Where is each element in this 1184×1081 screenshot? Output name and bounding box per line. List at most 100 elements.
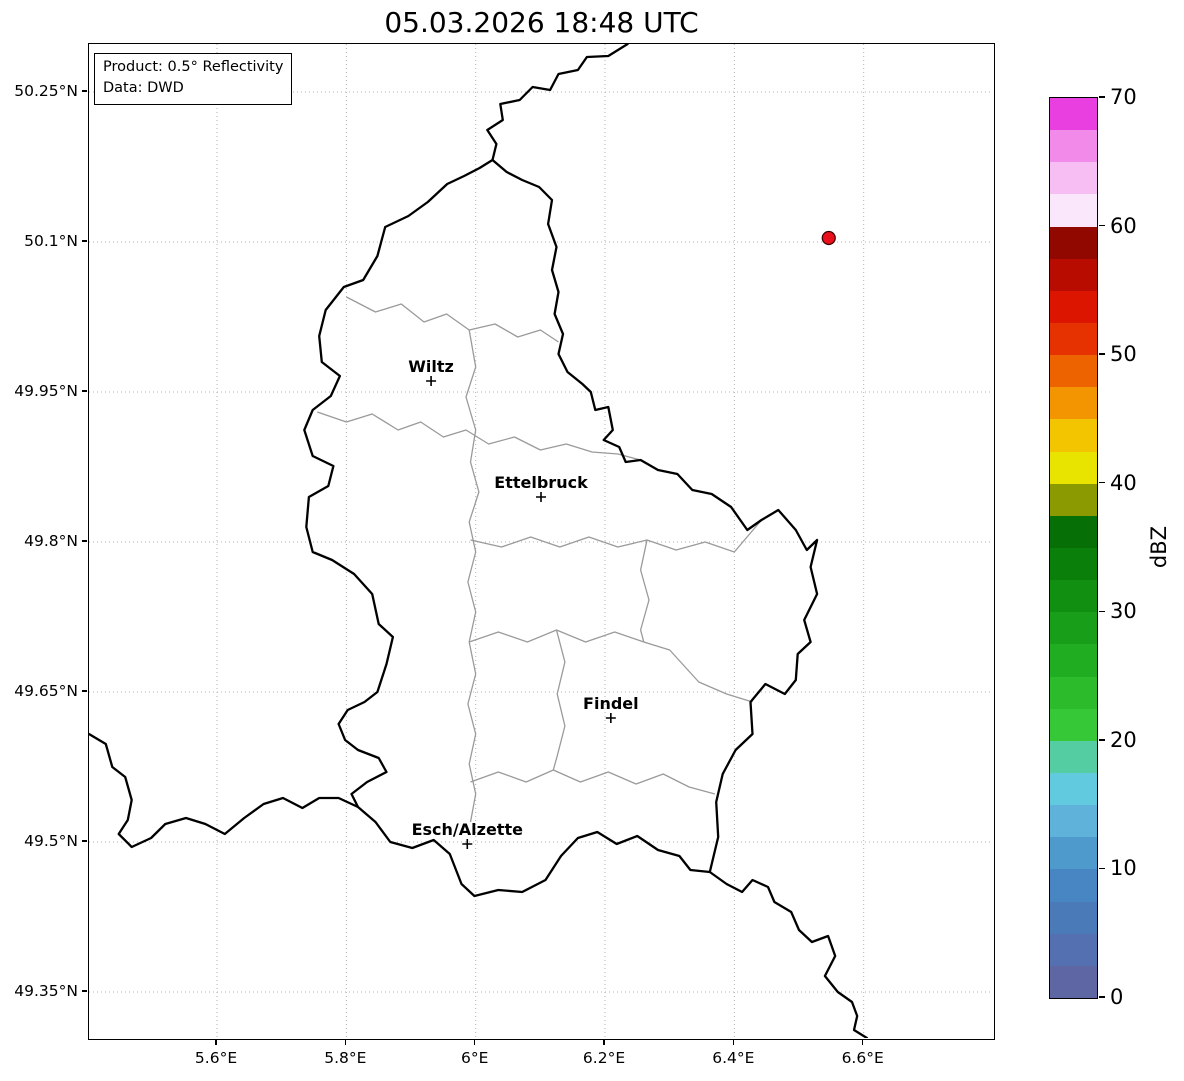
colorbar-band xyxy=(1050,676,1097,709)
colorbar-band xyxy=(1050,355,1097,388)
colorbar-band xyxy=(1050,965,1097,998)
figure-title: 05.03.2026 18:48 UTC xyxy=(384,6,699,39)
colorbar-band xyxy=(1050,162,1097,195)
x-tick-mark xyxy=(215,1040,217,1045)
colorbar-tick-mark xyxy=(1099,739,1105,741)
colorbar-band xyxy=(1050,805,1097,838)
colorbar-tick-label: 0 xyxy=(1110,985,1124,1009)
map-panel: Wiltz Ettelbruck Findel Esch/Alzette Produc… xyxy=(88,43,995,1040)
colorbar-tick-mark xyxy=(1099,96,1105,98)
district-border-line xyxy=(639,539,650,643)
colorbar-band xyxy=(1050,644,1097,677)
city-marker xyxy=(536,492,546,502)
x-tick-mark xyxy=(732,1040,735,1045)
colorbar-band xyxy=(1050,547,1097,581)
city-marker xyxy=(462,839,473,849)
district-border-line xyxy=(317,411,641,461)
colorbar-band xyxy=(1050,901,1097,934)
colorbar-band xyxy=(1050,98,1097,131)
colorbar-tick-mark xyxy=(1099,353,1105,355)
colorbar-band xyxy=(1050,258,1097,291)
y-tick-label: 50.25°N xyxy=(14,82,78,100)
colorbar-tick-mark xyxy=(1099,610,1105,613)
district-border-line xyxy=(470,519,762,553)
y-tick-mark xyxy=(82,240,87,242)
colorbar-band xyxy=(1050,226,1097,259)
colorbar-band xyxy=(1050,869,1097,902)
y-tick-label: 49.95°N xyxy=(14,382,78,400)
city-label: Findel xyxy=(583,694,639,713)
colorbar-band xyxy=(1050,387,1097,420)
colorbar-tick-label: 30 xyxy=(1110,599,1137,624)
district-border-line xyxy=(346,296,559,343)
colorbar-band xyxy=(1050,580,1097,613)
colorbar-band xyxy=(1050,612,1097,645)
x-tick-label: 6°E xyxy=(460,1049,489,1067)
country-border-line xyxy=(89,732,360,849)
colorbar-band xyxy=(1050,837,1097,870)
colorbar-tick-label: 70 xyxy=(1110,85,1137,109)
x-tick-mark xyxy=(603,1040,605,1045)
x-tick-label: 5.8°E xyxy=(324,1049,367,1067)
x-tick-label: 6.2°E xyxy=(582,1049,626,1067)
city-label: Wiltz xyxy=(408,357,454,376)
x-tick-label: 5.6°E xyxy=(194,1049,238,1067)
y-tick-label: 49.35°N xyxy=(14,982,78,1000)
colorbar-tick-label: 20 xyxy=(1110,727,1137,752)
x-tick-mark xyxy=(473,1040,476,1045)
district-border-line xyxy=(552,629,566,771)
colorbar-band xyxy=(1050,772,1097,806)
district-border-line xyxy=(468,629,753,703)
colorbar-band xyxy=(1050,708,1097,741)
data-source-line: Data: DWD xyxy=(103,80,184,97)
product-info-box: Product: 0.5° Reflectivity Data: DWD xyxy=(94,53,293,106)
y-tick-mark xyxy=(82,540,87,542)
colorbar-band xyxy=(1050,419,1097,452)
colorbar-tick-mark xyxy=(1099,996,1105,998)
colorbar-axis-label: dBZ xyxy=(1147,525,1171,569)
country-border-line xyxy=(303,158,819,898)
y-tick-mark xyxy=(82,390,87,392)
product-info-line: Product: 0.5° Reflectivity xyxy=(103,59,284,75)
map-canvas: Wiltz Ettelbruck Findel Esch/Alzette xyxy=(89,44,993,1038)
city-marker xyxy=(605,713,616,723)
district-border-line xyxy=(470,769,716,795)
y-tick-mark xyxy=(82,990,87,992)
colorbar-band xyxy=(1050,515,1097,548)
y-tick-label: 49.65°N xyxy=(14,682,78,700)
colorbar-tick-mark xyxy=(1099,224,1105,227)
y-tick-mark xyxy=(82,690,87,692)
colorbar-tick-mark xyxy=(1099,867,1105,870)
colorbar-band xyxy=(1050,322,1097,356)
x-tick-mark xyxy=(861,1040,864,1045)
colorbar-tick-label: 60 xyxy=(1110,213,1137,238)
y-tick-label: 49.5°N xyxy=(24,832,78,850)
district-border-line xyxy=(465,329,480,823)
colorbar-tick-label: 40 xyxy=(1110,470,1137,495)
y-tick-label: 49.8°N xyxy=(24,532,78,550)
country-border-line xyxy=(486,44,629,162)
colorbar-band xyxy=(1050,451,1097,484)
colorbar-band xyxy=(1050,483,1097,516)
colorbar-tick-label: 10 xyxy=(1110,856,1137,881)
colorbar-band xyxy=(1050,130,1097,163)
x-tick-label: 6.4°E xyxy=(712,1049,755,1067)
y-tick-mark xyxy=(82,90,87,92)
x-tick-mark xyxy=(344,1040,347,1045)
country-border-line xyxy=(708,870,869,1038)
colorbar xyxy=(1049,97,1098,999)
colorbar-band xyxy=(1050,740,1097,773)
city-marker xyxy=(426,376,437,386)
radar-marker-dot xyxy=(821,230,836,246)
colorbar-tick-mark xyxy=(1099,481,1105,484)
city-label: Ettelbruck xyxy=(494,473,588,492)
colorbar-band xyxy=(1050,290,1097,323)
colorbar-band xyxy=(1050,933,1097,966)
colorbar-band xyxy=(1050,194,1097,227)
y-tick-label: 50.1°N xyxy=(24,232,78,250)
city-label: Esch/Alzette xyxy=(412,820,524,839)
colorbar-tick-label: 50 xyxy=(1110,342,1137,367)
x-tick-label: 6.6°E xyxy=(841,1049,884,1067)
y-tick-mark xyxy=(82,840,87,842)
